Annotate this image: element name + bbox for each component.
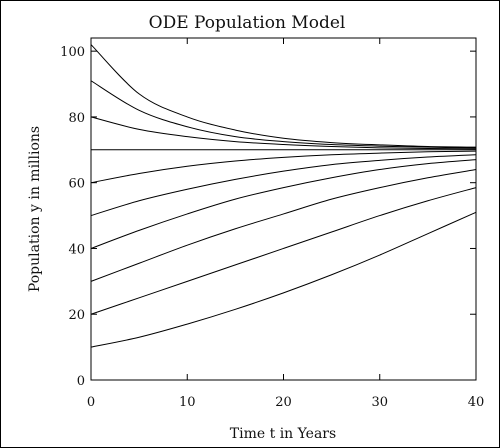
x-tick-label: 30 <box>371 395 388 410</box>
series-line-7 <box>90 159 477 249</box>
y-tick-label: 80 <box>68 111 85 126</box>
x-axis: 0 10 20 30 40 <box>87 38 484 410</box>
series-line-5 <box>90 150 477 184</box>
plot-area-border <box>90 37 477 381</box>
series-line-9 <box>90 187 477 315</box>
series-line-8 <box>90 169 477 282</box>
chart-title: ODE Population Model <box>149 13 346 33</box>
y-tick-label: 0 <box>77 374 85 389</box>
x-tick-label: 20 <box>275 395 292 410</box>
x-axis-label: Time t in Years <box>230 426 336 442</box>
series-line-3 <box>90 116 477 150</box>
y-tick-label: 100 <box>60 45 85 60</box>
x-tick-label: 10 <box>179 395 196 410</box>
y-axis-label: Population y in millions <box>27 126 43 292</box>
y-tick-label: 40 <box>68 242 85 257</box>
series-line-10 <box>90 211 477 348</box>
series-line-6 <box>90 154 477 217</box>
y-axis: 0 20 40 60 80 100 <box>60 45 476 389</box>
x-tick-label: 40 <box>468 395 485 410</box>
x-tick-label: 0 <box>87 395 95 410</box>
y-tick-label: 60 <box>68 177 85 192</box>
y-tick-label: 20 <box>68 308 85 323</box>
series-group <box>90 44 477 348</box>
series-line-2 <box>90 80 477 149</box>
series-line-1 <box>90 44 477 148</box>
